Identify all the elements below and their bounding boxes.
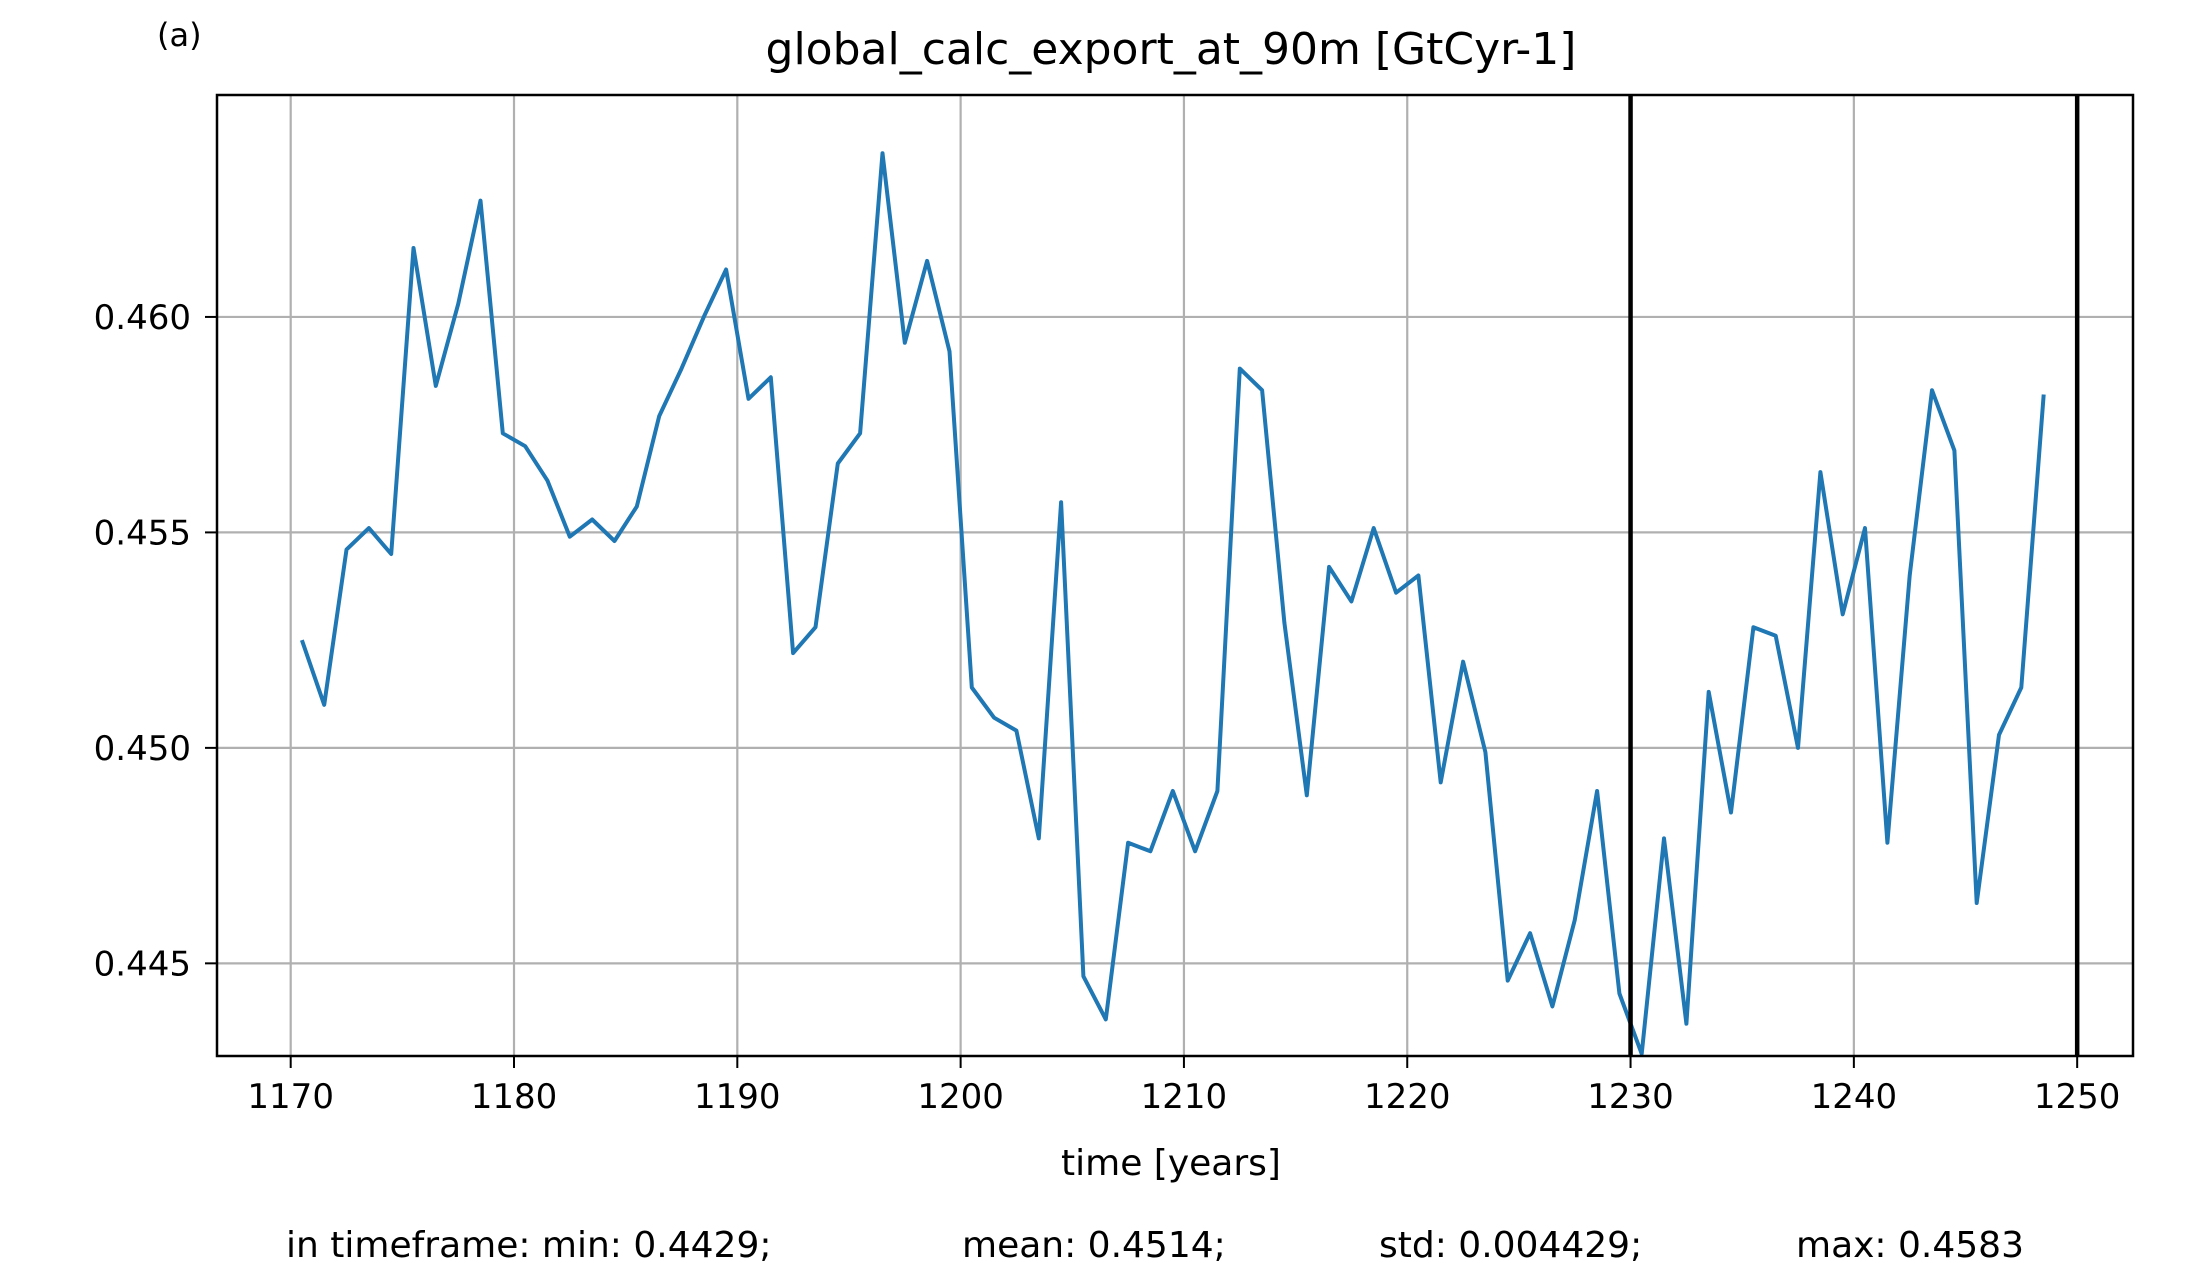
x-tick-label: 1230: [1587, 1077, 1674, 1117]
x-tick-label: 1180: [471, 1077, 558, 1117]
series-layer: [300, 151, 2046, 1056]
x-tick-label: 1190: [694, 1077, 781, 1117]
stats-std: std: 0.004429;: [1379, 1225, 1642, 1263]
plot-frame: [215, 93, 2135, 1058]
x-axis-title: time [years]: [1061, 1143, 1281, 1184]
stats-mean: mean: 0.4514;: [962, 1225, 1226, 1263]
x-tick-label: 1210: [1141, 1077, 1228, 1117]
stats-min: in timeframe: min: 0.4429;: [286, 1225, 771, 1263]
vline-layer: [1628, 95, 2080, 1056]
y-tick-label: 0.455: [94, 513, 191, 553]
x-tick-label: 1240: [1811, 1077, 1898, 1117]
tick-layer: 1170 1180 1190 1200 1210 1220 1230 1240 1250 0.44…: [94, 298, 2121, 1117]
chart-title: global_calc_export_at_90m [GtCyr-1]: [766, 24, 1577, 75]
y-tick-label: 0.450: [94, 729, 191, 769]
x-tick-label: 1220: [1364, 1077, 1451, 1117]
x-tick-label: 1250: [2034, 1077, 2121, 1117]
series-line: [300, 151, 2046, 1056]
x-tick-label: 1200: [917, 1077, 1004, 1117]
y-tick-label: 0.460: [94, 298, 191, 338]
y-tick-label: 0.445: [94, 944, 191, 984]
grid-layer: [217, 95, 2133, 1056]
panel-label: (a): [157, 16, 202, 54]
x-tick-label: 1170: [247, 1077, 334, 1117]
stats-max: max: 0.4583: [1796, 1225, 2024, 1263]
